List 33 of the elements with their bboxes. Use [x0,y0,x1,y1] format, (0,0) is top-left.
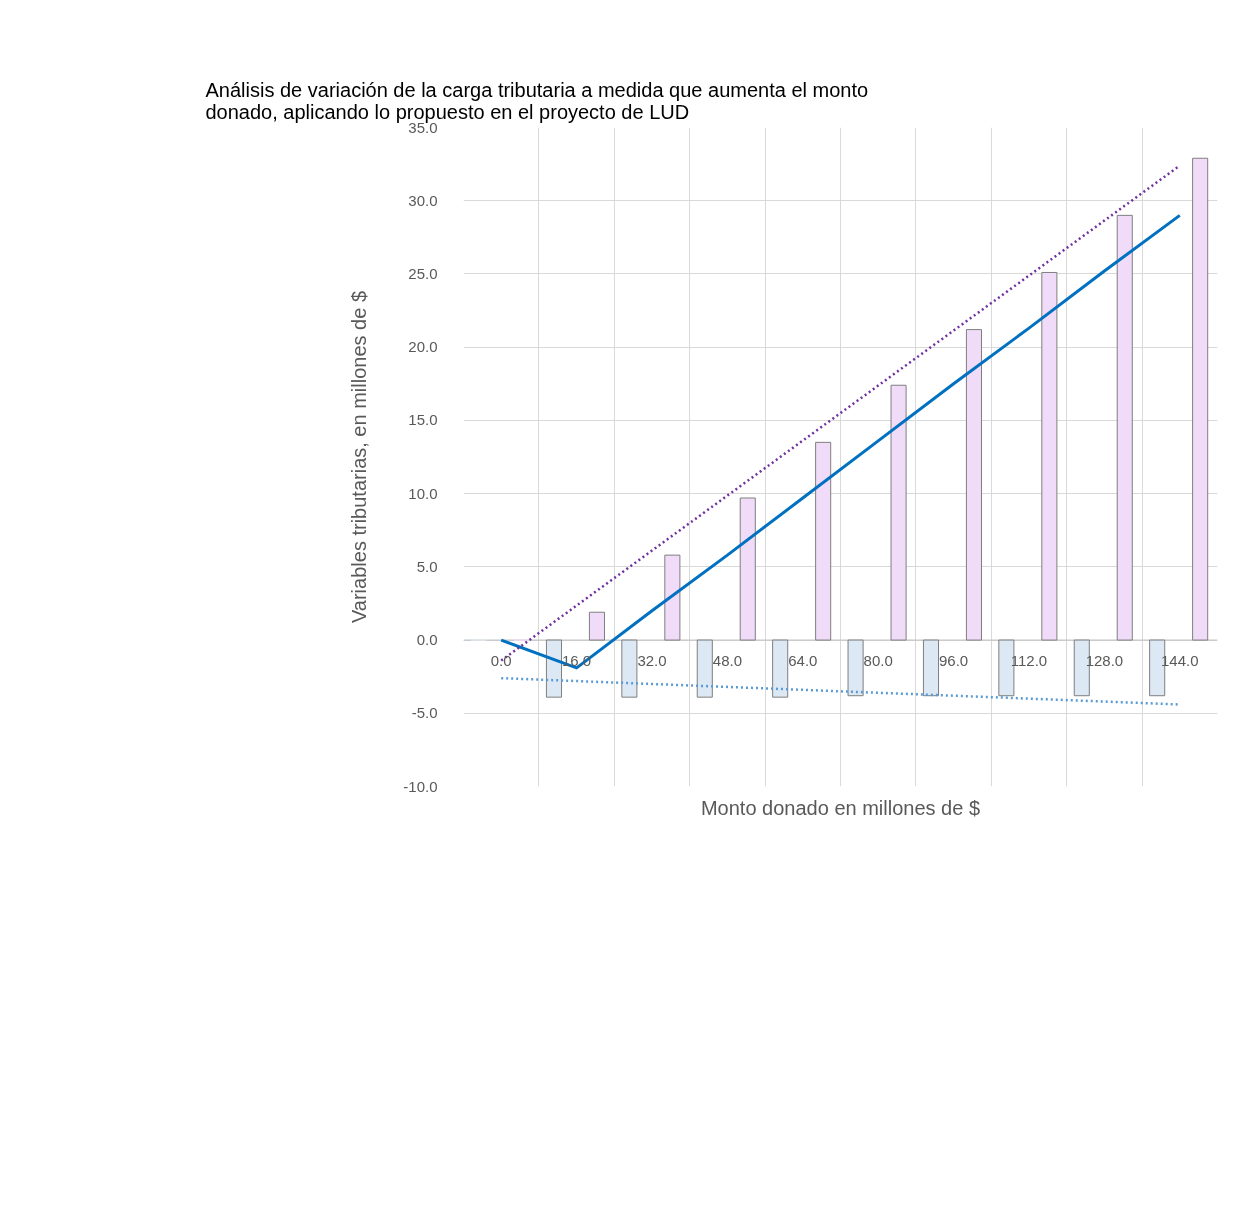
bar [588,611,605,641]
y-tick-label: 20.0 [408,338,438,356]
bar [1041,271,1058,641]
y-tick-label: 0.0 [416,631,438,649]
bar [772,639,789,698]
x-axis-title: Monto donado en millones de $ [700,796,981,819]
bar [621,639,638,698]
y-tick-label: 10.0 [408,484,438,502]
y-tick-label: 15.0 [408,411,438,429]
y-tick-label: 30.0 [408,191,438,209]
bar [664,554,681,641]
x-tick-label: 64.0 [788,652,818,670]
x-tick-label: 0.0 [490,652,512,670]
y-tick-label: 25.0 [408,264,438,282]
bar [965,329,982,641]
y-tick-label: -5.0 [411,704,438,722]
y-tick-label: 5.0 [416,557,438,575]
bar [890,384,907,641]
x-tick-label: 112.0 [1010,652,1048,670]
x-tick-label: 80.0 [863,652,893,670]
x-tick-label: 48.0 [712,652,743,670]
bar [815,441,832,641]
x-tick-label: 32.0 [637,652,667,670]
bar [1192,157,1209,641]
bar [922,639,940,697]
y-axis-title: Variables tributarias, en millones de $ [348,290,371,624]
bar [739,497,756,641]
x-tick-label: 96.0 [939,652,969,670]
y-tick-label: -10.0 [403,777,438,795]
bar [545,639,563,698]
bar [1116,214,1133,641]
bar [696,639,713,698]
bar [847,639,864,697]
